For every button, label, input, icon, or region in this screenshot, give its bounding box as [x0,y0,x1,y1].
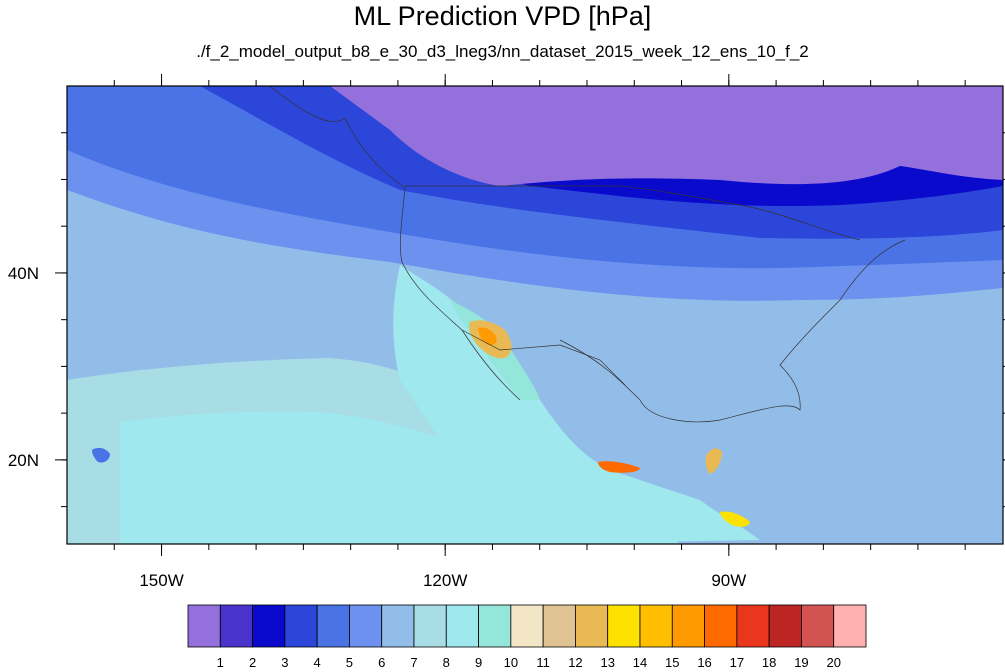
colorbar-swatch [187,604,221,648]
lat-tick-label: 20N [8,451,39,470]
axis-tick-labels: 150W 120W 90W 40N 20N [8,264,746,590]
lon-tick-label: 120W [423,571,467,590]
colorbar-swatch [704,604,738,648]
axis-ticks [55,74,1005,556]
lon-tick-label: 90W [711,571,746,590]
colorbar-swatch [381,604,415,648]
colorbar-swatch [316,604,350,648]
colorbar-level-label: 12 [568,655,582,670]
colorbar-swatch [252,604,286,648]
colorbar-swatch [575,604,609,648]
colorbar-swatch [607,604,641,648]
vpd-hotspot-caribbean [705,448,722,474]
map-subtitle: ./f_2_model_output_b8_e_30_d3_lneg3/nn_d… [196,42,809,61]
vpd-hotspot-core [478,327,497,346]
colorbar-level-label: 14 [633,655,647,670]
colorbar-level-label: 15 [665,655,679,670]
coastlines [269,86,906,423]
vpd-hotspot-mexico [598,461,640,473]
coastline-gulf [559,239,906,423]
vpd-hotspot-central-america [720,511,750,527]
colorbar-level-label: 16 [697,655,711,670]
border-canada-us [405,185,861,241]
colorbar-swatch [478,604,512,648]
colorbar-level-label: 20 [826,655,840,670]
colorbar-level-label: 2 [249,655,256,670]
colorbar-swatch [349,604,383,648]
colorbar-level-label: 13 [600,655,614,670]
colorbar-swatch [768,604,802,648]
colorbar-swatch [284,604,318,648]
colorbar-level-label: 3 [281,655,288,670]
colorbar: 1 2 3 4 5 6 7 8 9 10 11 12 13 14 15 16 17 18 19 20 [187,604,867,670]
colorbar-level-label: 1 [217,655,224,670]
vpd-band-9 [660,400,1003,502]
border-us-mexico [461,329,626,386]
colorbar-swatch [510,604,544,648]
vpd-band-hawaii [92,447,110,463]
map-title: ML Prediction VPD [hPa] [353,1,652,31]
colorbar-swatch [833,604,867,648]
map-frame [66,85,1004,545]
colorbar-swatch [413,604,447,648]
colorbar-swatch [445,604,479,648]
colorbar-swatch [219,604,253,648]
colorbar-level-label: 9 [475,655,482,670]
vpd-band-1 [330,86,1003,186]
lon-tick-label: 150W [139,571,183,590]
colorbar-level-label: 8 [443,655,450,670]
colorbar-level-label: 17 [730,655,744,670]
vpd-field [67,86,1003,544]
colorbar-swatch [639,604,673,648]
colorbar-level-label: 4 [314,655,321,670]
colorbar-level-label: 10 [504,655,518,670]
colorbar-level-label: 11 [536,655,550,670]
colorbar-swatch [736,604,770,648]
colorbar-level-label: 6 [378,655,385,670]
colorbar-swatch [542,604,576,648]
colorbar-level-label: 19 [794,655,808,670]
colorbar-level-label: 18 [762,655,776,670]
lat-tick-label: 40N [8,264,39,283]
colorbar-swatch [801,604,835,648]
colorbar-level-label: 7 [410,655,417,670]
colorbar-swatch [671,604,705,648]
coastline-pacific-northwest [269,86,521,401]
colorbar-level-label: 5 [346,655,353,670]
